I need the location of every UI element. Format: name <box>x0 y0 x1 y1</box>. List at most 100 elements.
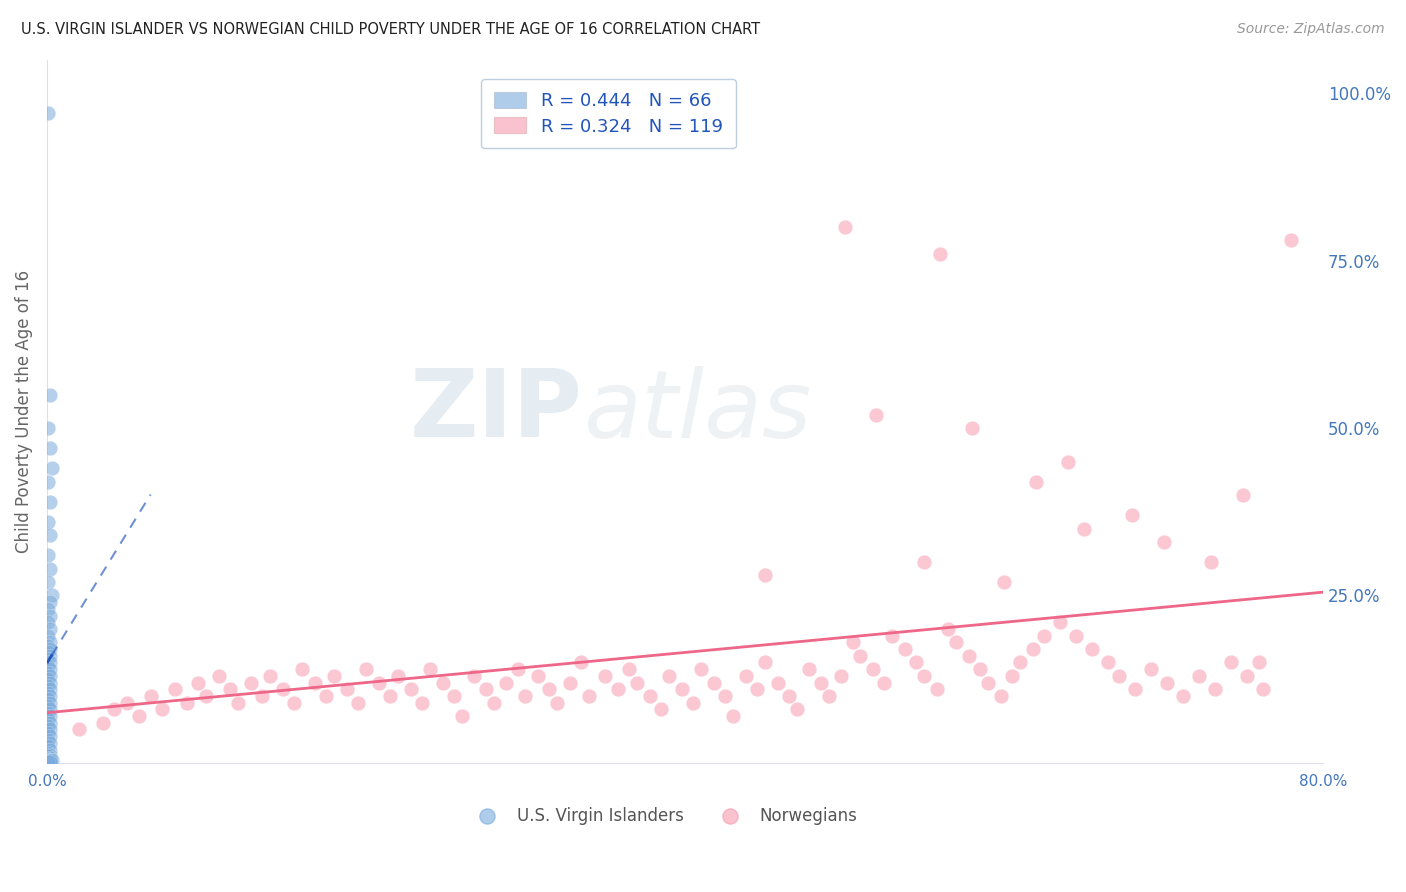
Point <box>41 461 63 475</box>
Point <box>91 715 114 730</box>
Point <box>37 749 59 764</box>
Point <box>1279 234 1302 248</box>
Point <box>39 715 62 730</box>
Point <box>39 742 62 756</box>
Point <box>39 729 62 743</box>
Point <box>1064 629 1087 643</box>
Point <box>578 689 600 703</box>
Point <box>39 753 62 767</box>
Point <box>474 682 496 697</box>
Text: atlas: atlas <box>583 366 811 457</box>
Point <box>754 656 776 670</box>
Point <box>367 675 389 690</box>
Point <box>37 652 59 666</box>
Point <box>1108 669 1130 683</box>
Point <box>39 662 62 676</box>
Point <box>671 682 693 697</box>
Point <box>1140 662 1163 676</box>
Point <box>1153 535 1175 549</box>
Point <box>291 662 314 676</box>
Point <box>810 675 832 690</box>
Point <box>617 662 640 676</box>
Point <box>163 682 186 697</box>
Point <box>834 220 856 235</box>
Point <box>37 753 59 767</box>
Point <box>103 702 125 716</box>
Point <box>37 629 59 643</box>
Point <box>39 656 62 670</box>
Point <box>37 756 59 770</box>
Point <box>1251 682 1274 697</box>
Point <box>778 689 800 703</box>
Point <box>482 696 505 710</box>
Point <box>115 696 138 710</box>
Point <box>1049 615 1071 630</box>
Point <box>41 589 63 603</box>
Point <box>37 706 59 720</box>
Point <box>37 615 59 630</box>
Point <box>925 682 948 697</box>
Point <box>1171 689 1194 703</box>
Point <box>37 515 59 529</box>
Point <box>37 755 59 769</box>
Point <box>39 528 62 542</box>
Point <box>39 387 62 401</box>
Point <box>208 669 231 683</box>
Point <box>39 635 62 649</box>
Text: Source: ZipAtlas.com: Source: ZipAtlas.com <box>1237 22 1385 37</box>
Point <box>1097 656 1119 670</box>
Point <box>873 675 896 690</box>
Point <box>865 408 887 422</box>
Point <box>786 702 808 716</box>
Point <box>39 696 62 710</box>
Point <box>936 622 959 636</box>
Y-axis label: Child Poverty Under the Age of 16: Child Poverty Under the Age of 16 <box>15 269 32 553</box>
Text: ZIP: ZIP <box>411 366 583 458</box>
Point <box>37 549 59 563</box>
Point <box>323 669 346 683</box>
Point <box>960 421 983 435</box>
Point <box>495 675 517 690</box>
Point <box>882 629 904 643</box>
Point <box>39 622 62 636</box>
Point <box>139 689 162 703</box>
Point <box>37 658 59 673</box>
Point <box>150 702 173 716</box>
Point <box>336 682 359 697</box>
Point <box>957 648 980 663</box>
Point <box>586 806 609 821</box>
Point <box>378 689 401 703</box>
Point <box>283 696 305 710</box>
Point <box>905 656 928 670</box>
Point <box>37 752 59 766</box>
Point <box>176 696 198 710</box>
Point <box>1022 642 1045 657</box>
Point <box>39 682 62 697</box>
Point <box>37 719 59 733</box>
Point <box>39 562 62 576</box>
Point <box>37 679 59 693</box>
Point <box>37 746 59 760</box>
Point <box>228 696 250 710</box>
Point <box>39 608 62 623</box>
Point <box>450 709 472 723</box>
Point <box>714 689 737 703</box>
Point <box>1008 656 1031 670</box>
Point <box>515 689 537 703</box>
Point <box>41 753 63 767</box>
Point <box>993 575 1015 590</box>
Point <box>849 648 872 663</box>
Point <box>1249 656 1271 670</box>
Point <box>39 747 62 762</box>
Point <box>39 669 62 683</box>
Point <box>37 732 59 747</box>
Point <box>527 669 550 683</box>
Point <box>39 441 62 455</box>
Point <box>354 662 377 676</box>
Point <box>969 662 991 676</box>
Point <box>638 689 661 703</box>
Point <box>912 555 935 569</box>
Point <box>37 699 59 714</box>
Point <box>39 494 62 508</box>
Point <box>37 645 59 659</box>
